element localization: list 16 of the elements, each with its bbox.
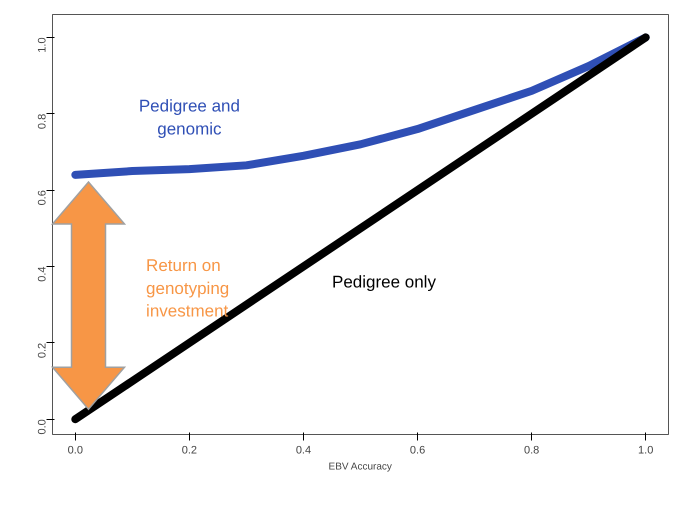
y-tick-label: 0.8 [36,114,48,130]
x-axis-title: EBV Accuracy [328,462,392,472]
x-tick-label: 0.4 [296,444,312,456]
series-label: Pedigree and genomic [138,96,240,138]
x-tick-label: 1.0 [638,444,654,456]
y-tick-label: 0.6 [36,190,48,206]
x-tick-label: 0.8 [524,444,540,456]
x-tick-label: 0.6 [410,444,426,456]
y-tick-label: 0.0 [36,419,48,435]
y-tick-label: 0.4 [36,266,48,282]
series-label: Pedigree only [332,272,436,292]
annotation: Return on genotyping investment [146,256,230,321]
y-tick-label: 0.2 [36,342,48,358]
x-tick-label: 0.0 [68,444,83,456]
y-tick-label: 1.0 [36,37,48,53]
x-tick-label: 0.2 [182,444,198,456]
